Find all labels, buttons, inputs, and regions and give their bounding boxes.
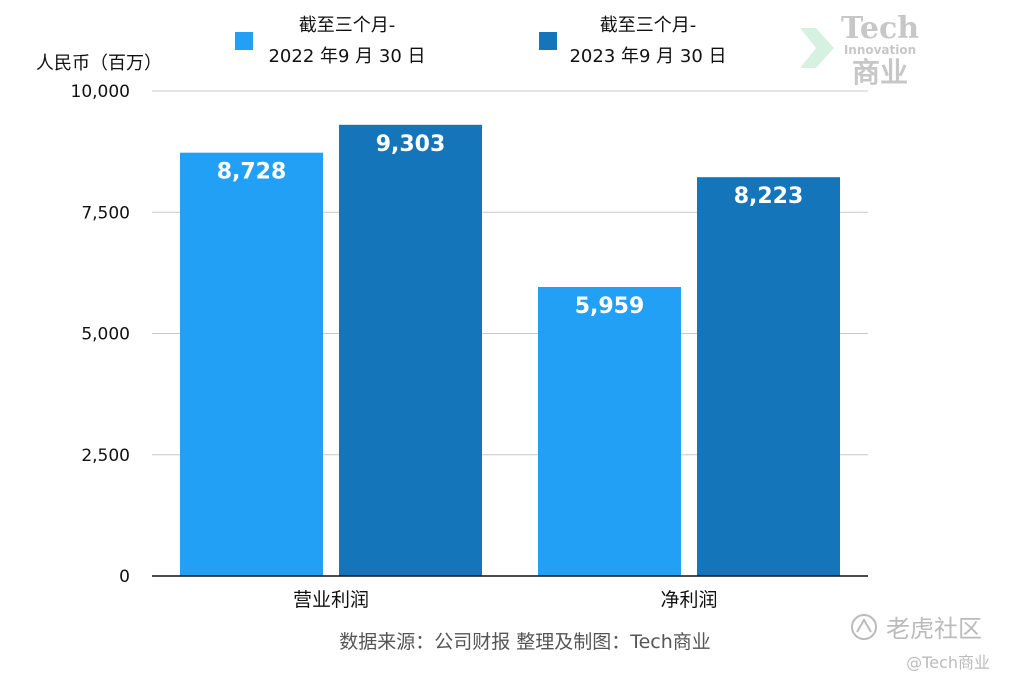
- watermark-logo: Tech Innovation 商业: [800, 11, 919, 89]
- tiger-logo-mark: [856, 618, 872, 633]
- bar-value-label: 8,728: [217, 160, 287, 185]
- y-tick-label: 0: [119, 567, 130, 587]
- bar-value-label: 9,303: [376, 132, 446, 157]
- tiger-logo-icon: [851, 614, 877, 640]
- x-category-label: 净利润: [660, 589, 717, 611]
- watermark-innovation: Innovation: [844, 43, 916, 57]
- corner-watermark: 老虎社区 @Tech商业: [851, 614, 990, 672]
- watermark-shangye: 商业: [852, 56, 908, 89]
- y-axis-ticks: 0 2,500 5,000 7,500 10,000: [71, 82, 130, 587]
- legend-label-2023-line1: 截至三个月-: [600, 15, 697, 36]
- y-tick-label: 5,000: [81, 325, 130, 345]
- bar: [538, 286, 681, 576]
- bar-value-label: 8,223: [734, 184, 804, 209]
- legend-swatch-2023: [539, 32, 557, 50]
- x-axis-categories: 营业利润 净利润: [293, 589, 718, 611]
- watermark-community: 老虎社区: [886, 615, 982, 643]
- bar-value-label: 5,959: [575, 294, 645, 319]
- y-tick-label: 2,500: [81, 446, 130, 466]
- watermark-tech: Tech: [841, 11, 919, 46]
- legend-swatch-2022: [235, 32, 253, 50]
- data-labels: 8,728 9,303 5,959 8,223: [217, 132, 804, 319]
- legend-label-2023-line2: 2023 年9 月 30 日: [569, 46, 726, 67]
- bar: [697, 177, 840, 576]
- y-tick-label: 10,000: [71, 82, 130, 102]
- legend-label-2022-line1: 截至三个月-: [299, 15, 396, 36]
- chevron-logo-icon: [800, 28, 834, 68]
- bars: [180, 124, 840, 576]
- source-note: 数据来源：公司财报 整理及制图：Tech商业: [339, 631, 711, 653]
- legend: 截至三个月- 2022 年9 月 30 日 截至三个月- 2023 年9 月 3…: [235, 15, 727, 67]
- bar: [339, 124, 482, 576]
- bar: [180, 152, 323, 576]
- y-axis-label: 人民币（百万）: [36, 53, 162, 74]
- x-category-label: 营业利润: [293, 589, 369, 611]
- y-tick-label: 7,500: [81, 203, 130, 223]
- legend-label-2022-line2: 2022 年9 月 30 日: [268, 46, 425, 67]
- watermark-handle: @Tech商业: [906, 653, 990, 672]
